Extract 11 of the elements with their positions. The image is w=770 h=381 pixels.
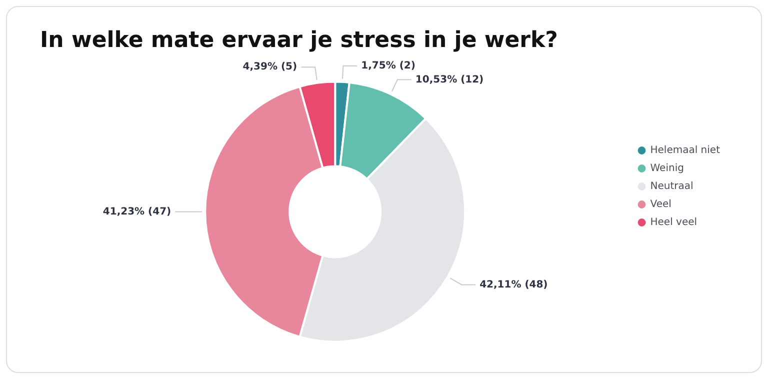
legend-label: Heel veel bbox=[650, 217, 698, 228]
data-label: 1,75% (2) bbox=[361, 60, 416, 72]
legend-label: Weinig bbox=[650, 163, 684, 174]
chart-title: In welke mate ervaar je stress in je werk? bbox=[40, 28, 558, 53]
data-label: 10,53% (12) bbox=[415, 74, 484, 86]
legend-label: Veel bbox=[650, 199, 672, 210]
data-label: 42,11% (48) bbox=[480, 279, 548, 290]
legend-label: Helemaal niet bbox=[650, 145, 720, 156]
data-label: 41,23% (47) bbox=[102, 206, 172, 218]
data-label: 4,39% (5) bbox=[242, 62, 298, 73]
legend-label: Neutraal bbox=[650, 181, 694, 192]
